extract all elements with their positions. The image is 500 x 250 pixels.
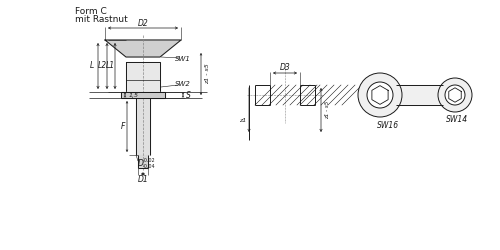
- Polygon shape: [300, 85, 315, 105]
- Text: z1 - s5: z1 - s5: [206, 64, 210, 84]
- Text: 1,5: 1,5: [129, 92, 139, 98]
- Polygon shape: [396, 85, 443, 105]
- Text: F: F: [121, 122, 125, 131]
- Text: z1 - s5: z1 - s5: [326, 101, 330, 119]
- Text: S: S: [186, 90, 190, 100]
- Text: D3: D3: [280, 62, 290, 72]
- Text: -0.04: -0.04: [142, 164, 156, 168]
- Text: -0.02: -0.02: [142, 158, 156, 164]
- Text: SW14: SW14: [446, 114, 468, 124]
- Text: SW16: SW16: [377, 120, 399, 130]
- Polygon shape: [136, 98, 150, 155]
- Circle shape: [438, 78, 472, 112]
- Text: Form C: Form C: [75, 8, 107, 16]
- Text: D2: D2: [138, 18, 148, 28]
- Circle shape: [445, 85, 465, 105]
- Text: D: D: [138, 158, 144, 168]
- Circle shape: [358, 73, 402, 117]
- Polygon shape: [138, 155, 148, 168]
- Polygon shape: [126, 62, 160, 92]
- Text: L: L: [90, 62, 94, 70]
- Text: SW1: SW1: [175, 56, 191, 62]
- Text: SW2: SW2: [175, 81, 191, 87]
- Text: L1: L1: [106, 62, 114, 70]
- Text: L2: L2: [98, 62, 106, 70]
- Polygon shape: [121, 92, 165, 98]
- Polygon shape: [255, 85, 270, 105]
- Circle shape: [367, 82, 393, 108]
- Text: mit Rastnut: mit Rastnut: [75, 16, 128, 24]
- Text: D1: D1: [138, 176, 148, 184]
- Text: z1: z1: [240, 118, 246, 122]
- Polygon shape: [105, 40, 181, 57]
